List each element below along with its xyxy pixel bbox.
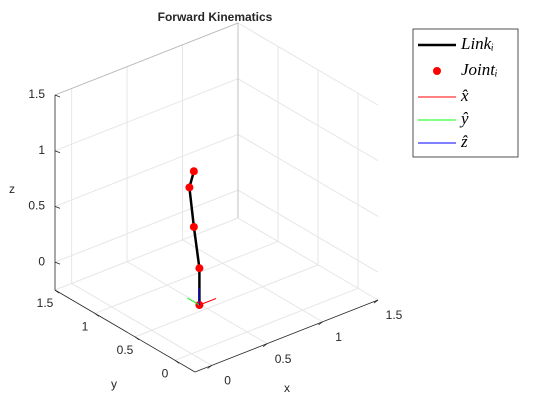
x-tick-label: 0.5 xyxy=(275,352,292,366)
joint-marker xyxy=(189,167,198,176)
grid-line xyxy=(237,189,379,273)
legend-label: Jointᵢ xyxy=(461,60,498,79)
grid-line xyxy=(174,287,359,361)
tick-mark xyxy=(54,261,61,265)
legend-label: ŷ xyxy=(459,109,469,128)
legend-swatch xyxy=(433,67,441,75)
grid-line xyxy=(134,264,319,338)
grid-line xyxy=(237,133,379,217)
tick-mark xyxy=(54,206,61,209)
box-edge xyxy=(54,22,239,96)
legend-label: x̂ xyxy=(460,86,469,105)
legend-label: ẑ xyxy=(460,132,468,151)
tick-mark xyxy=(174,359,180,364)
joint-marker xyxy=(189,222,198,231)
y-tick-label: 1.5 xyxy=(37,296,54,310)
grid-line xyxy=(182,239,323,323)
axis-line xyxy=(194,299,379,373)
tick-mark xyxy=(54,94,61,98)
tick-mark xyxy=(54,150,61,154)
y-axis-label: y xyxy=(111,377,117,391)
frame-axis xyxy=(199,298,217,306)
x-axis-label: x xyxy=(284,381,290,395)
z-tick-label: 0 xyxy=(38,254,45,268)
legend-label: Linkᵢ xyxy=(460,34,494,53)
x-tick-label: 0 xyxy=(224,374,231,388)
grid-line xyxy=(54,78,239,152)
y-tick-label: 0.5 xyxy=(117,343,134,357)
grid-line xyxy=(54,189,239,263)
grid-line xyxy=(94,240,279,314)
y-tick-label: 1 xyxy=(82,320,89,334)
tick-mark xyxy=(318,321,323,326)
z-tick-label: 1.5 xyxy=(28,87,45,101)
x-tick-label: 1.5 xyxy=(386,308,403,322)
chart-title: Forward Kinematics xyxy=(158,10,273,24)
z-axis-label: z xyxy=(9,182,15,196)
grid-line xyxy=(54,133,239,207)
grid-line xyxy=(71,283,212,366)
tick-mark xyxy=(207,365,212,369)
joint-marker xyxy=(195,264,204,273)
grid-line xyxy=(54,217,239,291)
tick-mark xyxy=(373,299,379,304)
joint-marker xyxy=(185,183,194,192)
tick-mark xyxy=(94,313,100,317)
grid-line xyxy=(54,22,239,96)
grid-line xyxy=(237,78,379,162)
grid-line xyxy=(237,22,379,106)
y-tick-label: 0 xyxy=(162,366,169,380)
x-tick-label: 1 xyxy=(335,330,342,344)
frame-axis xyxy=(187,297,200,306)
tick-mark xyxy=(262,343,268,347)
tick-mark xyxy=(54,289,60,294)
grid-line xyxy=(237,217,379,301)
z-tick-label: 0.5 xyxy=(28,199,45,213)
z-tick-label: 1 xyxy=(38,143,45,157)
axis-line xyxy=(54,289,196,373)
legend-box xyxy=(412,28,519,158)
tick-mark xyxy=(134,336,140,341)
